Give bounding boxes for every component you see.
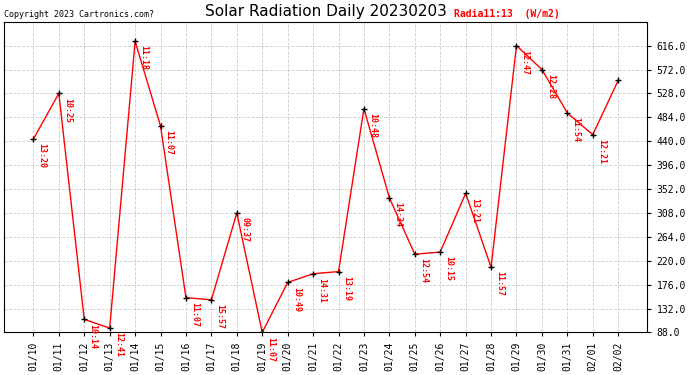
Text: 11:07: 11:07 [190,302,199,327]
Text: 13:20: 13:20 [37,143,46,168]
Text: 12:21: 12:21 [597,139,606,164]
Text: 10:15: 10:15 [444,256,453,281]
Text: 11:18: 11:18 [139,45,148,70]
Text: 10:48: 10:48 [368,113,377,138]
Text: 10:49: 10:49 [292,286,301,312]
Text: 11:57: 11:57 [495,272,504,296]
Text: 13:21: 13:21 [470,198,479,222]
Text: 10:14: 10:14 [88,324,97,348]
Text: 12:28: 12:28 [546,74,555,99]
Text: 13:19: 13:19 [343,276,352,301]
Text: 15:57: 15:57 [215,304,224,329]
Text: 12:47: 12:47 [521,50,530,75]
Title: Solar Radiation Daily 20230203: Solar Radiation Daily 20230203 [205,4,446,19]
Text: Copyright 2023 Cartronics.com?: Copyright 2023 Cartronics.com? [4,10,154,19]
Text: 14:31: 14:31 [317,278,326,303]
Text: 10:25: 10:25 [63,98,72,123]
Text: 11:07: 11:07 [266,337,275,362]
Text: 11:54: 11:54 [571,117,580,142]
Text: 12:41: 12:41 [114,332,123,357]
Text: Radia11:13  (W/m2): Radia11:13 (W/m2) [455,9,560,19]
Text: 11:07: 11:07 [165,130,174,155]
Text: 14:34: 14:34 [393,202,402,227]
Text: 09:37: 09:37 [241,217,250,242]
Text: 12:54: 12:54 [419,258,428,284]
